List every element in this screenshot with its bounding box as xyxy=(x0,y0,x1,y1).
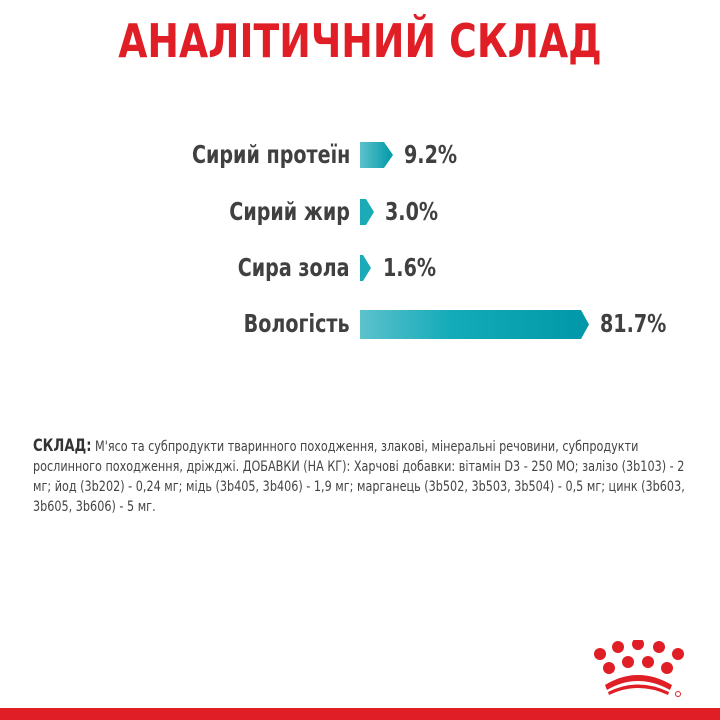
bar xyxy=(360,142,393,168)
chart-row-protein: Сирий протеїн 9.2% xyxy=(0,140,720,170)
row-label: Вологість xyxy=(244,309,350,338)
row-value: 3.0% xyxy=(385,197,439,226)
row-value: 81.7% xyxy=(600,309,667,338)
chart-row-fat: Сирий жир 3.0% xyxy=(0,197,720,227)
row-label: Сира зола xyxy=(238,253,350,282)
row-value: 9.2% xyxy=(404,140,458,169)
composition-heading: СКЛАД: xyxy=(33,436,92,456)
bar xyxy=(360,199,374,225)
chart-row-moisture: Вологість 81.7% xyxy=(0,309,720,339)
chart-row-ash: Сира зола 1.6% xyxy=(0,253,720,283)
row-value: 1.6% xyxy=(383,253,437,282)
bar xyxy=(360,310,589,339)
composition-text: СКЛАД: М'ясо та субпродукти тваринного п… xyxy=(33,436,695,517)
composition-body: М'ясо та субпродукти тваринного походжен… xyxy=(33,439,685,515)
brand-band xyxy=(0,708,720,720)
page-title: АНАЛІТИЧНИЙ СКЛАД xyxy=(118,14,602,68)
bar xyxy=(360,255,371,281)
row-label: Сирий жир xyxy=(229,197,350,226)
row-label: Сирий протеїн xyxy=(191,140,350,169)
royal-canin-crown-icon xyxy=(594,640,684,697)
